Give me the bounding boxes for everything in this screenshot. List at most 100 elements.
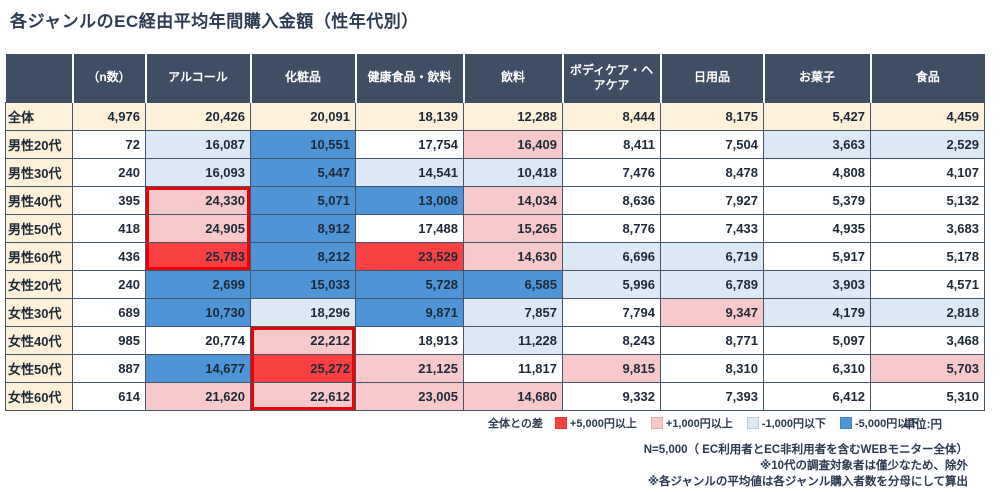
- value-cell: 6,310: [763, 353, 871, 383]
- value-cell: 20,426: [145, 101, 251, 131]
- value-cell: 25,272: [250, 353, 356, 383]
- value-cell: 4,935: [763, 213, 871, 243]
- n-cell: 72: [72, 129, 146, 159]
- value-cell: 17,754: [355, 129, 464, 159]
- value-cell: 14,541: [355, 157, 464, 187]
- legend-items: +5,000円以上 +1,000円以上 -1,000円以下 -5,000円以下: [554, 415, 919, 431]
- table-row: 男性20代 72 16,087 10,551 17,754 16,409 8,411 7,50…: [5, 129, 985, 159]
- value-cell: 11,228: [463, 325, 563, 355]
- value-cell: 5,917: [763, 241, 871, 271]
- value-cell: 18,296: [250, 297, 356, 327]
- value-cell: 2,529: [870, 129, 985, 159]
- value-cell: 21,620: [145, 381, 251, 411]
- value-cell: 17,488: [355, 213, 464, 243]
- value-cell: 2,699: [145, 269, 251, 299]
- row-label-cell: 女性40代: [5, 325, 73, 355]
- value-cell: 8,212: [250, 241, 356, 271]
- value-cell: 5,703: [870, 353, 985, 383]
- legend-swatch: [746, 417, 759, 429]
- table-body: 全体 4,976 20,426 20,091 18,139 12,288 8,444 8,17…: [5, 101, 985, 411]
- table-row: 女性40代 985 20,774 22,212 18,913 11,228 8,243 8,7…: [5, 325, 985, 355]
- value-cell: 4,179: [763, 297, 871, 327]
- value-cell: 5,071: [250, 185, 356, 215]
- page-title: 各ジャンルのEC経由平均年間購入金額（性年代別）: [10, 12, 419, 31]
- value-cell: 5,728: [355, 269, 464, 299]
- footnote-line: N=5,000（ EC利用者とEC非利用者を含むWEBモニター全体）: [643, 444, 968, 456]
- value-cell: 8,444: [562, 101, 661, 131]
- value-cell: 14,680: [463, 381, 563, 411]
- row-label-cell: 男性40代: [5, 185, 73, 215]
- unit-label: 単位:円: [903, 419, 942, 431]
- value-cell: 16,409: [463, 129, 563, 159]
- column-header: 健康食品・飲料: [355, 54, 465, 103]
- value-cell: 4,459: [870, 101, 985, 131]
- column-header: お菓子: [763, 54, 872, 103]
- value-cell: 12,288: [463, 101, 563, 131]
- data-table: （n数） アルコール 化粧品 健康食品・飲料 飲料 ボディケア・ヘアケア 日用品 お菓子 食品 …: [5, 54, 985, 411]
- legend-label: 全体との差: [488, 418, 543, 430]
- value-cell: 3,468: [870, 325, 985, 355]
- value-cell: 24,905: [145, 213, 251, 243]
- legend-item: -1,000円以下: [746, 415, 826, 431]
- table-row: 男性40代 395 24,330 5,071 13,008 14,034 8,636 7,92…: [5, 185, 985, 215]
- legend-item-label: +1,000円以上: [665, 418, 733, 430]
- legend-swatch: [650, 417, 663, 429]
- value-cell: 14,630: [463, 241, 563, 271]
- n-cell: 985: [72, 325, 146, 355]
- value-cell: 5,996: [562, 269, 661, 299]
- value-cell: 11,817: [463, 353, 563, 383]
- value-cell: 8,771: [660, 325, 764, 355]
- value-cell: 10,418: [463, 157, 563, 187]
- value-cell: 23,005: [355, 381, 464, 411]
- value-cell: 23,529: [355, 241, 464, 271]
- value-cell: 15,033: [250, 269, 356, 299]
- value-cell: 10,551: [250, 129, 356, 159]
- table-row: 男性60代 436 25,783 8,212 23,529 14,630 6,696 6,71…: [5, 241, 985, 271]
- value-cell: 22,612: [250, 381, 356, 411]
- column-header: 食品: [870, 54, 985, 103]
- value-cell: 8,310: [660, 353, 764, 383]
- row-label-cell: 男性50代: [5, 213, 73, 243]
- column-header: アルコール: [145, 54, 252, 103]
- row-label-cell: 全体: [5, 101, 73, 131]
- value-cell: 13,008: [355, 185, 464, 215]
- value-cell: 21,125: [355, 353, 464, 383]
- value-cell: 14,677: [145, 353, 251, 383]
- value-cell: 6,585: [463, 269, 563, 299]
- value-cell: 10,730: [145, 297, 251, 327]
- n-cell: 395: [72, 185, 146, 215]
- table-row: 全体 4,976 20,426 20,091 18,139 12,288 8,444 8,17…: [5, 101, 985, 131]
- value-cell: 9,332: [562, 381, 661, 411]
- value-cell: 14,034: [463, 185, 563, 215]
- row-label-cell: 男性30代: [5, 157, 73, 187]
- table-row: 女性30代 689 10,730 18,296 9,871 7,857 7,794 9,347…: [5, 297, 985, 327]
- value-cell: 8,243: [562, 325, 661, 355]
- value-cell: 2,818: [870, 297, 985, 327]
- n-cell: 689: [72, 297, 146, 327]
- value-cell: 7,504: [660, 129, 764, 159]
- value-cell: 7,433: [660, 213, 764, 243]
- row-label-cell: 女性60代: [5, 381, 73, 411]
- value-cell: 7,393: [660, 381, 764, 411]
- value-cell: 16,087: [145, 129, 251, 159]
- value-cell: 9,347: [660, 297, 764, 327]
- value-cell: 8,175: [660, 101, 764, 131]
- value-cell: 7,927: [660, 185, 764, 215]
- value-cell: 6,696: [562, 241, 661, 271]
- column-header: ボディケア・ヘアケア: [562, 54, 662, 103]
- value-cell: 5,379: [763, 185, 871, 215]
- value-cell: 20,774: [145, 325, 251, 355]
- column-header: [5, 54, 74, 103]
- table-row: 女性50代 887 14,677 25,272 21,125 11,817 9,815 8,3…: [5, 353, 985, 383]
- value-cell: 20,091: [250, 101, 356, 131]
- value-cell: 9,871: [355, 297, 464, 327]
- value-cell: 24,330: [145, 185, 251, 215]
- column-header: （n数）: [72, 54, 147, 103]
- value-cell: 25,783: [145, 241, 251, 271]
- legend-swatch: [840, 417, 852, 429]
- value-cell: 4,571: [870, 269, 985, 299]
- table-row: 女性20代 240 2,699 15,033 5,728 6,585 5,996 6,789 3…: [5, 269, 985, 299]
- value-cell: 4,808: [763, 157, 871, 187]
- value-cell: 6,789: [660, 269, 764, 299]
